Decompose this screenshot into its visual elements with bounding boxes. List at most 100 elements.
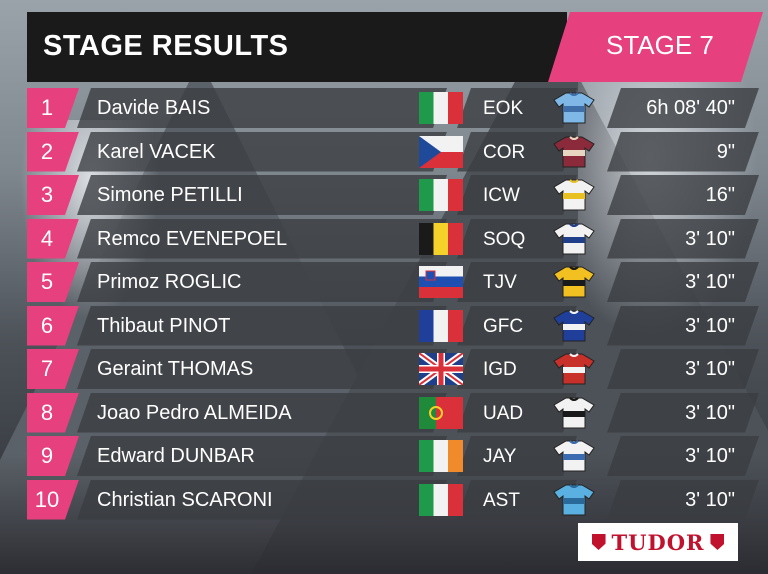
result-row: 4 Remco EVENEPOEL SOQ 3' 10" [27, 219, 767, 259]
uae-jersey [552, 396, 596, 430]
rider-name: Remco EVENEPOEL [97, 227, 288, 250]
france-flag [419, 309, 463, 342]
soudal-quickstep-jersey [552, 222, 596, 256]
rank-number: 9 [40, 443, 54, 468]
page-title: STAGE RESULTS [43, 30, 289, 62]
italy-flag [419, 483, 463, 516]
team-code: UAD [483, 402, 524, 424]
rank-badge: 5 [27, 262, 79, 302]
corratec-jersey [552, 135, 596, 169]
rank-badge: 8 [27, 393, 79, 433]
time-gap: 6h 08' 40" [646, 97, 735, 119]
results-header: STAGE RESULTS [27, 12, 567, 82]
slovenia-flag [419, 266, 463, 298]
team-code: COR [483, 141, 526, 163]
italy-flag [419, 179, 463, 211]
time-gap: 3' 10" [685, 271, 735, 293]
czech-flag [419, 135, 463, 168]
rider-name: Primoz ROGLIC [97, 271, 242, 293]
result-row: 6 Thibaut PINOT GFC 3' 10" [27, 306, 767, 346]
shield-icon [591, 534, 606, 550]
time-gap: 16" [705, 184, 735, 206]
rider-name-bar: Primoz ROGLIC [77, 262, 447, 302]
time-gap: 3' 10" [685, 488, 735, 511]
groupama-fdj-jersey [552, 309, 596, 343]
rank-badge: 4 [27, 219, 79, 259]
result-row: 9 Edward DUNBAR JAY 3' 10" [27, 436, 767, 476]
rank-number: 8 [40, 399, 54, 425]
team-code: TJV [483, 272, 517, 293]
team-code-bar: GFC [457, 306, 577, 346]
rider-name: Christian SCARONI [97, 488, 273, 511]
portugal-flag [419, 396, 463, 429]
rank-number: 3 [40, 182, 54, 207]
italy-flag [419, 92, 463, 124]
time-gap-bar: 3' 10" [607, 219, 759, 259]
team-code-bar: SOQ [457, 219, 577, 259]
time-gap-bar: 3' 10" [607, 480, 759, 520]
rider-name: Thibaut PINOT [97, 314, 231, 337]
rank-badge: 2 [27, 132, 79, 172]
team-code: JAY [483, 446, 517, 467]
jumbo-visma-jersey [552, 265, 596, 299]
team-code-bar: JAY [457, 436, 577, 476]
rider-name: Davide BAIS [97, 97, 211, 119]
sponsor-logo: TUDOR [578, 523, 738, 561]
shield-icon [710, 534, 725, 550]
team-code: ICW [483, 185, 520, 206]
time-gap: 3' 10" [685, 401, 735, 424]
rider-name-bar: Karel VACEK [77, 132, 447, 172]
time-gap-bar: 3' 10" [607, 436, 759, 476]
team-code-bar: AST [457, 480, 577, 520]
rank-number: 7 [40, 356, 54, 381]
team-code-bar: IGD [457, 349, 577, 389]
belgium-flag [419, 222, 463, 255]
result-row: 5 Primoz ROGLIC TJV 3' 10" [27, 262, 767, 302]
team-code-bar: COR [457, 132, 577, 172]
result-row: 10 Christian SCARONI AST 3' 10" [27, 480, 767, 520]
stage-badge: STAGE 7 [548, 12, 763, 82]
ineos-jersey [552, 352, 596, 386]
time-gap-bar: 3' 10" [607, 306, 759, 346]
rank-number: 10 [34, 486, 60, 512]
rank-number: 4 [40, 225, 54, 251]
rank-badge: 3 [27, 175, 79, 215]
astana-jersey [552, 483, 596, 517]
time-gap-bar: 3' 10" [607, 393, 759, 433]
time-gap: 3' 10" [685, 445, 735, 467]
result-row: 8 Joao Pedro ALMEIDA UAD 3' 10" [27, 393, 767, 433]
sponsor-name: TUDOR [611, 529, 705, 555]
time-gap-bar: 16" [607, 175, 759, 215]
time-gap: 3' 10" [685, 314, 735, 337]
time-gap-bar: 3' 10" [607, 349, 759, 389]
result-row: 1 Davide BAIS EOK 6h 08' 40" [27, 88, 767, 128]
rider-name-bar: Thibaut PINOT [77, 306, 447, 346]
rank-badge: 1 [27, 88, 79, 128]
result-row: 2 Karel VACEK COR 9" [27, 132, 767, 172]
time-gap: 3' 10" [685, 227, 735, 250]
rank-badge: 6 [27, 306, 79, 346]
rank-number: 6 [40, 312, 54, 338]
time-gap: 3' 10" [685, 358, 735, 380]
team-code: AST [483, 489, 520, 511]
team-code-bar: UAD [457, 393, 577, 433]
rider-name-bar: Christian SCARONI [77, 480, 447, 520]
rider-name: Edward DUNBAR [97, 445, 255, 467]
rider-name-bar: Joao Pedro ALMEIDA [77, 393, 447, 433]
team-code-bar: EOK [457, 88, 577, 128]
rank-badge: 10 [27, 480, 79, 520]
stage-label: STAGE 7 [606, 30, 714, 60]
time-gap-bar: 9" [607, 132, 759, 172]
rank-badge: 9 [27, 436, 79, 476]
rank-number: 5 [40, 269, 54, 294]
result-row: 7 Geraint THOMAS IGD 3' 10" [27, 349, 767, 389]
team-code: GFC [483, 315, 524, 337]
team-code: EOK [483, 98, 524, 119]
eolo-kometa-jersey [552, 91, 596, 125]
rider-name-bar: Davide BAIS [77, 88, 447, 128]
rider-name-bar: Remco EVENEPOEL [77, 219, 447, 259]
ireland-flag [419, 440, 463, 472]
intermarche-jersey [552, 178, 596, 212]
rider-name: Karel VACEK [97, 140, 216, 163]
time-gap: 9" [716, 140, 735, 163]
